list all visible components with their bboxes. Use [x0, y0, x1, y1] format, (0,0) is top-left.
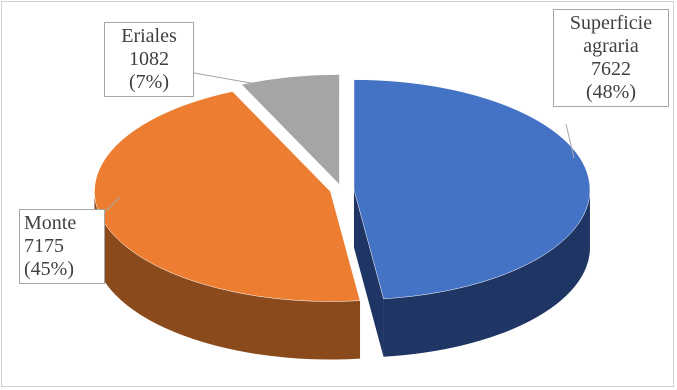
leader-superficie-agraria	[565, 123, 575, 159]
data-label-superficie-agraria: Superficie agraria 7622 (48%)	[553, 9, 669, 107]
leader-eriales	[193, 72, 263, 86]
slice-superficie-agraria	[353, 79, 591, 300]
slice-eriales	[240, 74, 340, 186]
slice-side-superficie-agraria	[383, 189, 590, 357]
leader-monte	[103, 196, 121, 214]
data-label-monte: Monte 7175 (45%)	[19, 209, 105, 284]
slice-wall-superficie-agraria	[353, 189, 384, 357]
data-label-eriales: Eriales 1082 (7%)	[104, 22, 194, 97]
slice-side-monte	[94, 191, 361, 360]
